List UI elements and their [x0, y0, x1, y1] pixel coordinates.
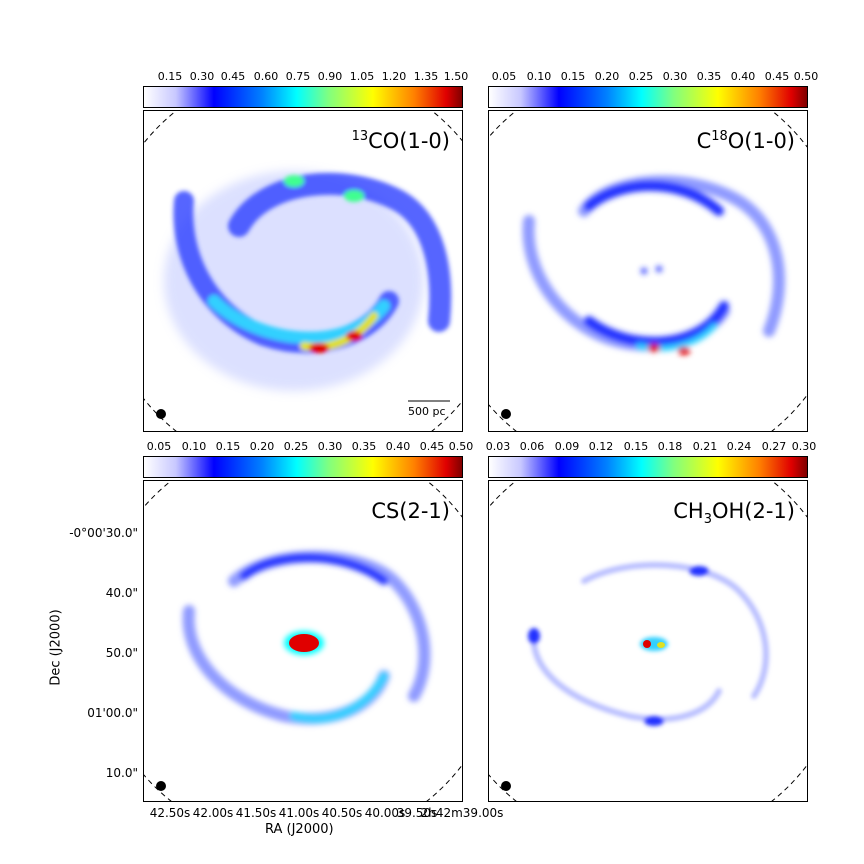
cbar-tick: 0.30: [791, 440, 817, 453]
panel-label-c18o: C18O(1-0): [696, 129, 795, 153]
beam-ellipse: [501, 781, 511, 791]
cbar-tick: 0.24: [726, 440, 752, 453]
colorbar-c18o: [488, 86, 808, 108]
x-tick-label: 42.00s: [192, 806, 234, 820]
cbar-tick: 0.21: [692, 440, 718, 453]
beam-ellipse: [501, 409, 511, 419]
x-tick-label: 41.50s: [235, 806, 277, 820]
cbar-tick: 0.45: [764, 70, 790, 83]
panel-cs: CS(2-1): [143, 480, 463, 802]
cbar-tick: 0.60: [253, 70, 279, 83]
cbar-tick: 0.25: [283, 440, 309, 453]
x-tick-label: 2h42m39.00s: [420, 806, 504, 820]
y-axis-title: Dec (J2000): [48, 609, 64, 686]
colorbar-3-ticks: 0.05 0.10 0.15 0.20 0.25 0.30 0.35 0.40 …: [143, 440, 474, 454]
x-tick-label: 39.50s: [396, 806, 438, 820]
beam-ellipse: [156, 781, 166, 791]
cbar-tick: 0.25: [628, 70, 654, 83]
cbar-tick: 0.15: [215, 440, 241, 453]
cbar-tick: 0.12: [588, 440, 614, 453]
colorbar-2-ticks: 0.05 0.10 0.15 0.20 0.25 0.30 0.35 0.40 …: [488, 70, 819, 84]
13co-map: [144, 111, 462, 431]
cbar-tick: 0.10: [181, 440, 207, 453]
colorbar-4-ticks: 0.03 0.06 0.09 0.12 0.15 0.18 0.21 0.24 …: [485, 440, 817, 454]
y-tick-label: 01'00.0": [87, 706, 138, 720]
cbar-tick: 1.35: [413, 70, 439, 83]
ch3oh-map: [489, 481, 807, 801]
cbar-tick: 0.30: [189, 70, 215, 83]
cbar-tick: 0.05: [146, 440, 172, 453]
cbar-tick: 0.15: [157, 70, 183, 83]
cbar-tick: 1.05: [349, 70, 375, 83]
cs-map: [144, 481, 462, 801]
cbar-tick: 0.20: [249, 440, 275, 453]
cbar-tick: 0.15: [623, 440, 649, 453]
cbar-tick: 0.27: [761, 440, 787, 453]
cbar-tick: 0.75: [285, 70, 311, 83]
cbar-tick: 0.30: [662, 70, 688, 83]
x-tick-label: 40.00s: [364, 806, 406, 820]
cbar-tick: 0.45: [419, 440, 445, 453]
cbar-tick: 0.18: [657, 440, 683, 453]
colorbar-1-ticks: 0.15 0.30 0.45 0.60 0.75 0.90 1.05 1.20 …: [143, 70, 469, 84]
colorbar-cs: [143, 456, 463, 478]
y-tick-label: 50.0": [105, 646, 138, 660]
panel-ch3oh: CH3OH(2-1): [488, 480, 808, 802]
cbar-tick: 0.35: [351, 440, 377, 453]
panel-label-ch3oh: CH3OH(2-1): [673, 499, 795, 528]
c18o-map: [489, 111, 807, 431]
x-tick-label: 40.50s: [321, 806, 363, 820]
y-tick-label: 40.0": [105, 586, 138, 600]
cbar-tick: 0.50: [793, 70, 819, 83]
scale-bar-label: 500 pc: [408, 405, 446, 418]
cbar-tick: 0.03: [485, 440, 511, 453]
cbar-tick: 0.06: [519, 440, 545, 453]
panel-13co: 13CO(1-0) 500 pc: [143, 110, 463, 432]
x-tick-label: 42.50s: [149, 806, 191, 820]
cbar-tick: 0.09: [554, 440, 580, 453]
cbar-tick: 0.40: [385, 440, 411, 453]
y-tick-label: -0°00'30.0": [69, 526, 138, 540]
cbar-tick: 0.50: [448, 440, 474, 453]
cbar-tick: 0.40: [730, 70, 756, 83]
x-tick-label: 41.00s: [278, 806, 320, 820]
beam-ellipse: [156, 409, 166, 419]
cbar-tick: 0.35: [696, 70, 722, 83]
cbar-tick: 0.05: [491, 70, 517, 83]
colorbar-13co: [143, 86, 463, 108]
cbar-tick: 0.10: [526, 70, 552, 83]
x-axis-title: RA (J2000): [265, 822, 334, 837]
colorbar-ch3oh: [488, 456, 808, 478]
panel-label-cs: CS(2-1): [371, 499, 450, 523]
cbar-tick: 0.90: [317, 70, 343, 83]
y-tick-label: 10.0": [105, 766, 138, 780]
cbar-tick: 0.30: [317, 440, 343, 453]
cbar-tick: 0.15: [560, 70, 586, 83]
cbar-tick: 1.20: [381, 70, 407, 83]
panel-label-13co: 13CO(1-0): [351, 129, 450, 153]
cbar-tick: 0.45: [220, 70, 246, 83]
panel-c18o: C18O(1-0): [488, 110, 808, 432]
cbar-tick: 1.50: [443, 70, 469, 83]
cbar-tick: 0.20: [594, 70, 620, 83]
